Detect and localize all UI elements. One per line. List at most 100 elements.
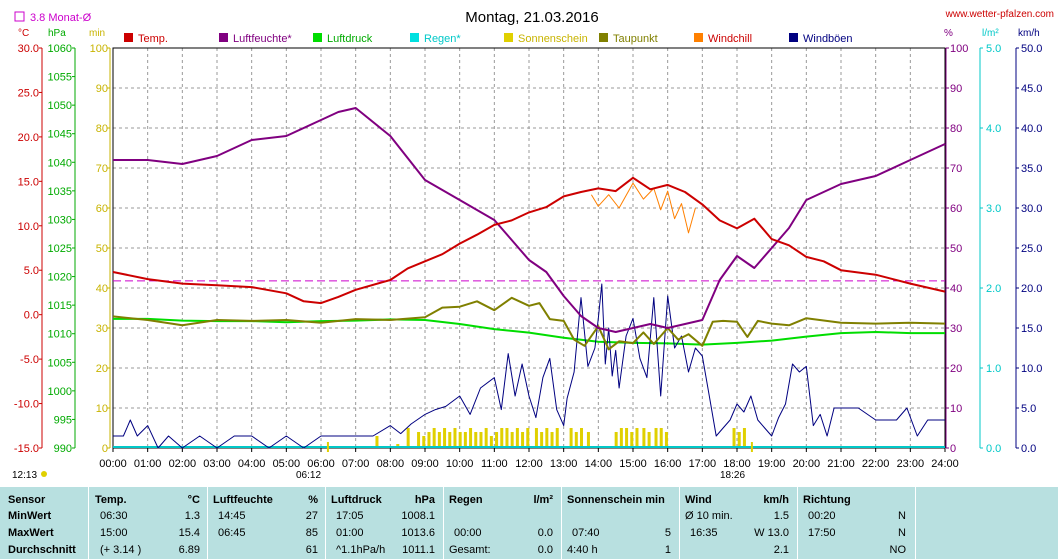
hdr-press-unit: hPa <box>414 494 435 506</box>
sunshine-bar <box>534 428 538 448</box>
sunshine-bar <box>495 432 499 448</box>
row-label: Durchschnitt <box>8 544 76 556</box>
unit-min: min <box>89 28 105 39</box>
legend-label: Luftdruck <box>327 33 373 45</box>
hdr-wind: Wind <box>685 494 712 506</box>
sunshine-bar <box>574 432 578 448</box>
rain-tick-label: 4.0 <box>986 123 1001 135</box>
x-tick-label: 21:00 <box>827 458 855 470</box>
rain-tick-label: 1.0 <box>986 363 1001 375</box>
col-divider <box>443 487 444 559</box>
press-min-time: 17:05 <box>336 510 364 522</box>
x-tick-label: 09:00 <box>411 458 439 470</box>
sunshine-bar <box>586 432 590 448</box>
sunshine-bar <box>375 436 379 448</box>
legend-label: Sonnenschein <box>518 33 588 45</box>
x-tick-label: 05:00 <box>273 458 301 470</box>
hum-avg-val: 61 <box>305 544 318 556</box>
monat-avg-icon <box>14 11 25 22</box>
rain-max-time: 00:00 <box>454 527 482 539</box>
humidity-tick-label: 80 <box>950 123 962 135</box>
legend-swatch <box>504 33 513 42</box>
wind-tick-label: 45.0 <box>1021 83 1042 95</box>
series-line-temp <box>112 176 946 305</box>
sunshine-bar <box>474 432 478 448</box>
site-url[interactable]: www.wetter-pfalzen.com <box>945 9 1054 20</box>
sunshine-bar <box>737 432 741 448</box>
pressure-tick-label: 1035 <box>48 186 72 198</box>
temp-avg-time: (+ 3.14 ) <box>100 544 142 556</box>
chart-background <box>0 0 1058 487</box>
pressure-tick-label: 990 <box>54 443 72 455</box>
wind-tick-label: 50.0 <box>1021 43 1042 55</box>
col-divider <box>561 487 562 559</box>
temp-tick-label: 30.0 <box>18 43 39 55</box>
sunshine-bar <box>422 436 426 448</box>
sunshine-bar <box>510 432 514 448</box>
pressure-tick-label: 1050 <box>48 100 72 112</box>
sun_min-tick-label: 20 <box>96 363 108 375</box>
unit-temp: °C <box>18 28 29 39</box>
x-tick-label: 14:00 <box>585 458 613 470</box>
temp-min-val: 1.3 <box>184 510 200 522</box>
sun_min-tick-label: 10 <box>96 403 108 415</box>
sunshine-bar <box>479 432 483 448</box>
sun-icon <box>41 471 47 477</box>
legend-label: Temp. <box>138 33 168 45</box>
sunshine-bar <box>437 432 441 448</box>
wind-tick-label: 0.0 <box>1021 443 1036 455</box>
dir-max-val: N <box>898 527 906 539</box>
hdr-wind-unit: km/h <box>763 494 789 506</box>
hdr-dir: Richtung <box>803 494 851 506</box>
wind-tick-label: 15.0 <box>1021 323 1042 335</box>
legend-swatch <box>599 33 608 42</box>
x-tick-label: 01:00 <box>134 458 162 470</box>
legend-label: Regen* <box>424 33 461 45</box>
pressure-tick-label: 1025 <box>48 243 72 255</box>
dir-min-val: N <box>898 510 906 522</box>
sunshine-bar <box>732 428 736 448</box>
x-tick-label: 16:00 <box>654 458 682 470</box>
sunshine-bar <box>515 428 519 448</box>
sunshine-bar <box>505 428 509 448</box>
pressure-tick-label: 1010 <box>48 329 72 341</box>
humidity-tick-label: 100 <box>950 43 968 55</box>
sunrise-marker-time: 06:12 <box>296 470 321 481</box>
wind-tick-label: 35.0 <box>1021 163 1042 175</box>
unit-kmh: km/h <box>1018 28 1040 39</box>
x-tick-label: 17:00 <box>689 458 717 470</box>
legend-label: Windböen <box>803 33 853 45</box>
hum-max-time: 06:45 <box>218 527 246 539</box>
press-max-time: 01:00 <box>336 527 364 539</box>
col-divider <box>207 487 208 559</box>
sun-max-val: 5 <box>664 527 671 539</box>
humidity-tick-label: 20 <box>950 363 962 375</box>
hdr-rain: Regen <box>449 494 483 506</box>
sunshine-bar <box>550 432 554 448</box>
sunshine-bar <box>484 428 488 448</box>
x-tick-label: 19:00 <box>758 458 786 470</box>
pressure-tick-label: 1045 <box>48 129 72 141</box>
sunshine-bar <box>489 436 493 448</box>
sunshine-bar <box>659 428 663 448</box>
hdr-hum-unit: % <box>308 494 318 506</box>
temp-tick-label: 15.0 <box>18 176 39 188</box>
legend-label: Windchill <box>708 33 752 45</box>
hdr-rain-unit: l/m² <box>533 494 553 506</box>
sunshine-bar <box>443 428 447 448</box>
temp-tick-label: -15.0 <box>14 443 39 455</box>
press-avg-val: 1011.1 <box>402 544 435 556</box>
sunshine-bar <box>619 428 623 448</box>
sunshine-bar <box>500 428 504 448</box>
col-divider <box>797 487 798 559</box>
hdr-temp: Temp. <box>95 494 127 506</box>
legend-swatch <box>694 33 703 42</box>
legend-label: Luftfeuchte* <box>233 33 292 45</box>
press-min-val: 1008.1 <box>401 510 435 522</box>
sunshine-bar <box>406 428 410 448</box>
pressure-tick-label: 1055 <box>48 72 72 84</box>
press-trend: ^1.1hPa/h <box>336 544 386 556</box>
hum-min-time: 14:45 <box>218 510 246 522</box>
hdr-press: Luftdruck <box>331 494 382 506</box>
humidity-tick-label: 90 <box>950 83 962 95</box>
